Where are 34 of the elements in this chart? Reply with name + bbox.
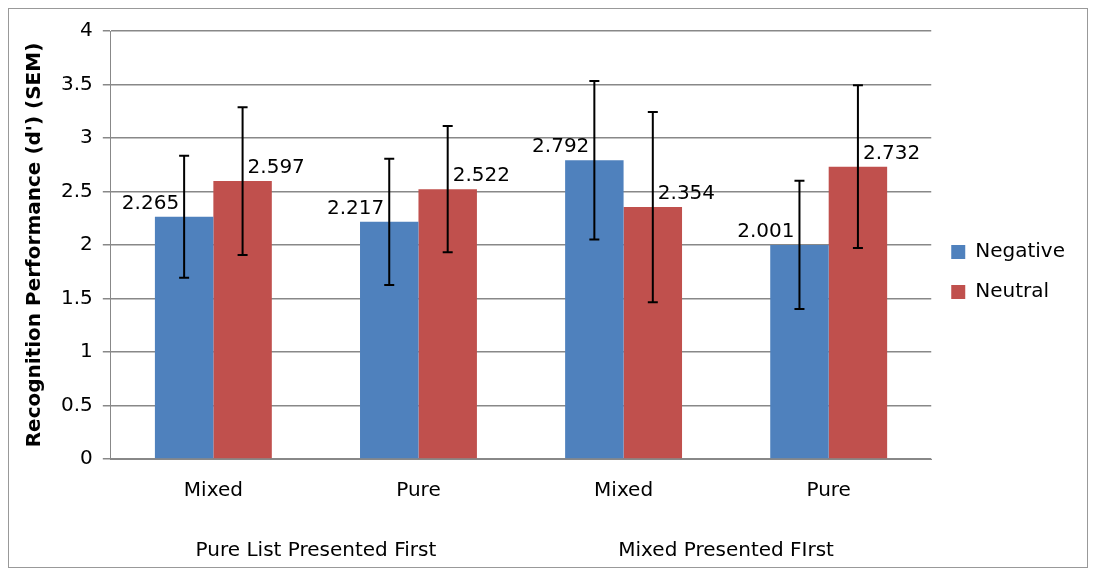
y-tick-label: 3 [80, 124, 93, 149]
bar [828, 166, 888, 459]
data-label: 2.354 [657, 180, 716, 205]
data-label: 2.001 [737, 218, 795, 243]
legend-label: Neutral [975, 278, 1050, 303]
data-label: 2.732 [862, 139, 921, 164]
y-tick-label: 1 [80, 338, 93, 363]
x-tick-label: Mixed [594, 477, 654, 502]
x-tick-label: Mixed [183, 477, 243, 502]
y-tick-label: 0 [80, 445, 93, 470]
x-tick-label: Pure [396, 477, 441, 502]
y-tick-label: 2.5 [60, 177, 93, 202]
bar [213, 181, 272, 459]
data-label: 2.792 [532, 133, 590, 158]
y-tick-label: 2 [80, 231, 93, 256]
data-label: 2.522 [452, 162, 510, 187]
text: Pure List Presented First [195, 537, 437, 562]
y-tick-label: 1.5 [60, 284, 93, 309]
y-tick-label: 4 [80, 17, 93, 42]
bar [154, 216, 214, 459]
data-label: 2.265 [121, 189, 180, 214]
bar [418, 189, 477, 459]
data-label: 2.217 [326, 194, 385, 219]
legend-label: Negative [975, 238, 1066, 263]
bar [565, 160, 624, 459]
bar [360, 221, 419, 459]
bar [770, 244, 829, 459]
y-tick-label: 3.5 [60, 70, 93, 95]
y-axis-title: Recognition Performance (d') (SEM) [21, 42, 46, 448]
data-label: 2.597 [247, 154, 305, 179]
text: Mixed Presented FIrst [618, 537, 835, 562]
x-tick-label: Pure [806, 477, 851, 502]
y-tick-label: 0.5 [60, 391, 93, 416]
bar [623, 207, 683, 459]
